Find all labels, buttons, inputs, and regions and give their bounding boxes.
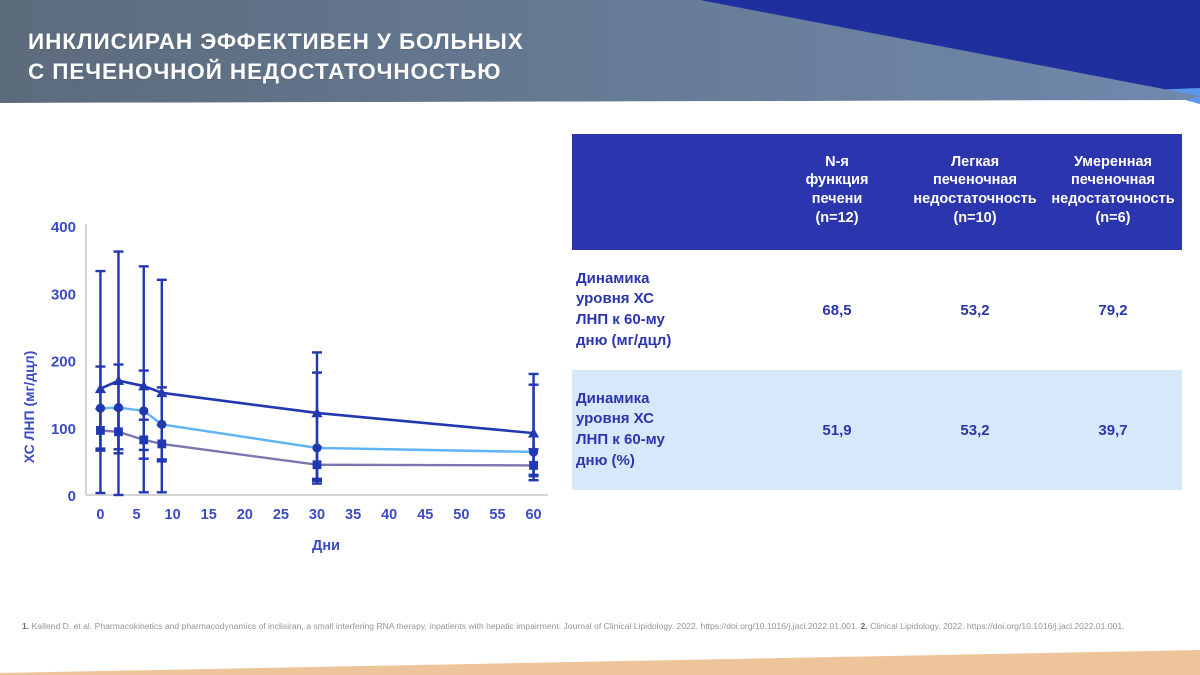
svg-text:400: 400 — [51, 219, 76, 236]
table-header-col-1: Легкая печеночная недостаточность (n=10) — [906, 134, 1044, 250]
row-0-label: Динамика уровня ХС ЛНП к 60-му дню (мг/д… — [572, 250, 768, 370]
svg-text:10: 10 — [165, 507, 181, 523]
bottom-accent-strip — [0, 645, 1200, 675]
results-table: N-я функция печени (n=12) Легкая печеноч… — [572, 134, 1182, 490]
table-header-spacer — [572, 134, 768, 250]
svg-text:0: 0 — [68, 488, 76, 505]
row-1-value-2: 39,7 — [1098, 421, 1128, 439]
col2-line3: (n=6) — [1095, 209, 1131, 226]
footnote-ref-1-text: Kallend D. et al. Pharmacokinetics and p… — [29, 621, 861, 631]
svg-text:15: 15 — [201, 507, 217, 523]
row-0-value-2: 79,2 — [1098, 301, 1128, 319]
chart-axes — [85, 224, 548, 496]
svg-text:40: 40 — [381, 507, 397, 523]
row1-label-line2: ЛНП к 60-му — [576, 431, 665, 448]
row1-label-line0: Динамика — [576, 389, 650, 407]
chart-y-tick-labels: 0 100 200 300 400 — [51, 219, 76, 505]
table-header: N-я функция печени (n=12) Легкая печеноч… — [572, 134, 1182, 250]
chart-canvas: 0 100 200 300 400 0 5 10 15 20 25 30 35 40 45 50 55 60 Д… — [21, 219, 548, 554]
svg-text:45: 45 — [417, 507, 433, 523]
footnote-ref-1-number: 1. — [22, 621, 30, 631]
svg-text:30: 30 — [309, 507, 325, 523]
chart-series-markers — [94, 375, 540, 470]
svg-text:0: 0 — [96, 507, 104, 523]
col0-line0: N-я — [825, 153, 849, 170]
col1-line1: печеночная — [933, 172, 1017, 189]
row-1-label: Динамика уровня ХС ЛНП к 60-му дню (%) — [572, 370, 768, 490]
row-1-value-1: 53,2 — [960, 421, 990, 439]
row0-label-line1: уровня ХС — [576, 290, 654, 308]
svg-text:5: 5 — [132, 507, 140, 523]
row0-label-line0: Динамика — [576, 269, 650, 287]
page-title-line-1: ИНКЛИСИРАН ЭФФЕКТИВЕН У БОЛЬНЫХ — [28, 29, 524, 54]
svg-text:60: 60 — [525, 507, 541, 523]
table-row: Динамика уровня ХС ЛНП к 60-му дню (%) 5… — [572, 370, 1182, 490]
chart-x-tick-labels: 0 5 10 15 20 25 30 35 40 45 50 55 60 — [96, 507, 541, 523]
chart-x-axis-label: Дни — [312, 538, 340, 554]
bottom-strip-polygon — [0, 650, 1200, 675]
row-0-value-1: 53,2 — [960, 301, 990, 319]
col0-line3: (n=12) — [815, 209, 859, 226]
row0-label-line2: ЛНП к 60-му — [576, 311, 665, 328]
row1-label-line1: уровня ХС — [576, 410, 654, 428]
svg-text:50: 50 — [453, 507, 469, 523]
header-shapes — [0, 0, 1200, 132]
col1-line2: недостаточность — [913, 191, 1037, 207]
col1-line0: Легкая — [950, 153, 1000, 170]
col2-line0: Умеренная — [1073, 153, 1153, 170]
page-title-line-2: С ПЕЧЕНОЧНОЙ НЕДОСТАТОЧНОСТЬЮ — [28, 58, 502, 84]
ldl-c-line-chart: 0 100 200 300 400 0 5 10 15 20 25 30 35 40 45 50 55 60 Д… — [18, 212, 563, 562]
chart-error-bars — [95, 250, 539, 497]
bottom-strip-shape — [0, 650, 1200, 675]
col1-line3: (n=10) — [953, 209, 997, 226]
svg-text:300: 300 — [51, 286, 76, 303]
header-banner: ИНКЛИСИРАН ЭФФЕКТИВЕН У БОЛЬНЫХ С ПЕЧЕНО… — [0, 0, 1200, 132]
col2-line2: недостаточность — [1051, 191, 1175, 207]
row-1-value-0: 51,9 — [822, 421, 852, 439]
table-row: Динамика уровня ХС ЛНП к 60-му дню (мг/д… — [572, 250, 1182, 370]
footnote-ref-2-text: Clinical Lipidology. 2022. https://doi.o… — [867, 621, 1125, 631]
table-body: Динамика уровня ХС ЛНП к 60-му дню (мг/д… — [572, 250, 1182, 490]
svg-text:35: 35 — [345, 507, 361, 523]
col2-line1: печеночная — [1071, 172, 1155, 189]
svg-text:25: 25 — [273, 507, 289, 523]
svg-text:55: 55 — [489, 507, 505, 523]
results-table-panel: N-я функция печени (n=12) Легкая печеноч… — [572, 134, 1182, 490]
page-title: ИНКЛИСИРАН ЭФФЕКТИВЕН У БОЛЬНЫХ С ПЕЧЕНО… — [28, 27, 668, 87]
col0-line1: функция — [805, 172, 869, 189]
svg-text:200: 200 — [51, 354, 76, 371]
row-0-value-0: 68,5 — [822, 301, 852, 319]
col0-line2: печени — [811, 191, 863, 207]
table-header-col-2: Умеренная печеночная недостаточность (n=… — [1044, 134, 1182, 250]
footnote-references: 1. Kallend D. et al. Pharmacokinetics an… — [22, 620, 1162, 633]
table-header-col-0: N-я функция печени (n=12) — [768, 134, 906, 250]
row0-label-line3: дню (мг/дцл) — [576, 331, 672, 349]
chart-y-axis-label: ХС ЛНП (мг/дцл) — [21, 351, 37, 463]
header-white-base — [0, 100, 1200, 132]
header-gray-band — [0, 0, 1200, 103]
svg-text:100: 100 — [51, 421, 76, 438]
table-header-row: N-я функция печени (n=12) Легкая печеноч… — [572, 134, 1182, 250]
svg-text:20: 20 — [237, 507, 253, 523]
row1-label-line3: дню (%) — [576, 451, 635, 469]
footnote-ref-2-number: 2. — [860, 621, 868, 631]
